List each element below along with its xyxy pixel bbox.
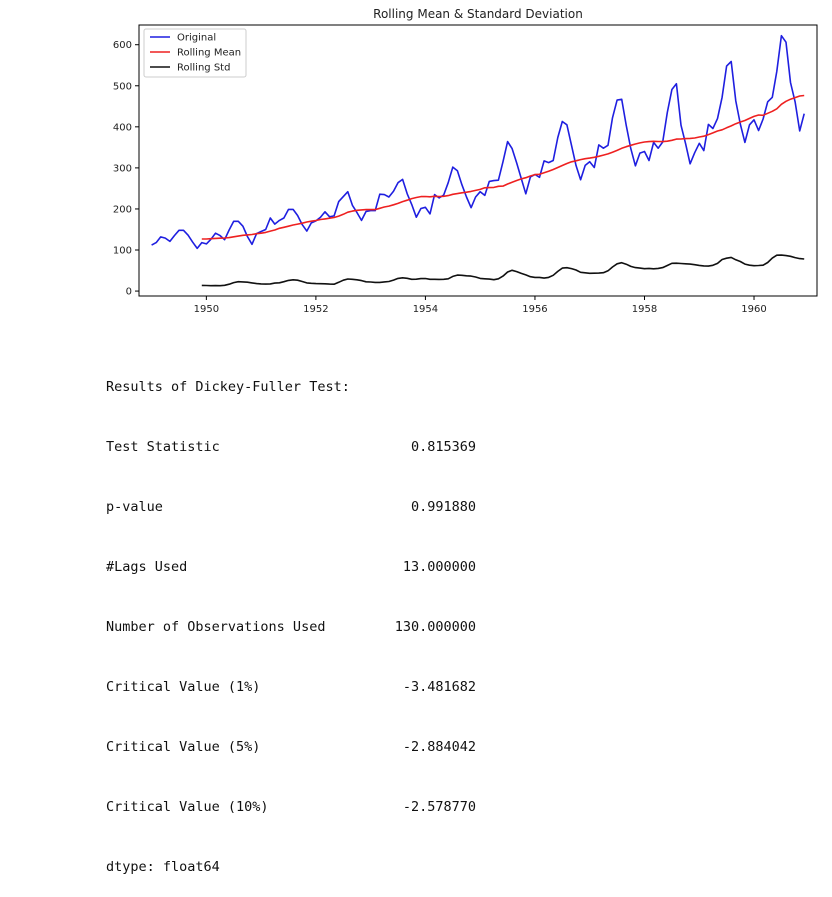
- result-row: #Lags Used 13.000000: [106, 557, 476, 577]
- x-tick-label: 1952: [303, 304, 328, 315]
- dtype-line: dtype: float64: [106, 859, 220, 875]
- legend-label-original: Original: [177, 33, 216, 44]
- chart-title: Rolling Mean & Standard Deviation: [373, 7, 583, 21]
- axes: 1950 1952 1954 1956 1958 1960 0 100 200 300 400 500…: [113, 40, 767, 315]
- y-tick-label: 300: [113, 163, 132, 174]
- result-label: Critical Value (1%): [106, 679, 261, 695]
- x-tick-label: 1956: [522, 304, 547, 315]
- x-tick-label: 1950: [194, 304, 219, 315]
- result-value: 13.000000: [402, 559, 476, 575]
- result-label: p-value: [106, 499, 163, 515]
- result-label: Test Statistic: [106, 439, 220, 455]
- result-label: Number of Observations Used: [106, 619, 326, 635]
- result-value: -2.884042: [402, 739, 476, 755]
- series-line-rolling-std: [201, 254, 805, 287]
- y-tick-label: 200: [113, 204, 132, 215]
- result-label: Critical Value (5%): [106, 739, 261, 755]
- series-line-original: [151, 34, 805, 250]
- y-tick-label: 0: [126, 287, 132, 298]
- results-header: Results of Dickey-Fuller Test:: [106, 379, 350, 395]
- result-value: -3.481682: [402, 679, 476, 695]
- result-row: Critical Value (5%) -2.884042: [106, 737, 476, 757]
- result-label: #Lags Used: [106, 559, 188, 575]
- legend-label-rolling-mean: Rolling Mean: [177, 48, 241, 59]
- result-row: Number of Observations Used 130.000000: [106, 617, 476, 637]
- result-value: -2.578770: [402, 799, 476, 815]
- result-row: Critical Value (10%) -2.578770: [106, 797, 476, 817]
- result-value: 0.815369: [410, 439, 476, 455]
- x-tick-label: 1954: [413, 304, 438, 315]
- series-line-rolling-mean: [201, 94, 805, 240]
- legend-box: [143, 28, 247, 78]
- x-tick-label: 1960: [741, 304, 766, 315]
- result-row: Critical Value (1%) -3.481682: [106, 677, 476, 697]
- y-tick-label: 600: [113, 40, 132, 51]
- y-tick-label: 400: [113, 122, 132, 133]
- y-tick-label: 500: [113, 81, 132, 92]
- result-row: p-value 0.991880: [106, 497, 476, 517]
- result-value: 0.991880: [410, 499, 476, 515]
- y-tick-label: 100: [113, 246, 132, 257]
- dickey-fuller-results: Results of Dickey-Fuller Test: Test Stat…: [106, 337, 476, 897]
- rolling-chart: Rolling Mean & Standard Deviation 1950 19…: [113, 7, 818, 315]
- result-label: Critical Value (10%): [106, 799, 269, 815]
- legend-label-rolling-std: Rolling Std: [177, 63, 230, 74]
- plot-frame: [138, 24, 818, 297]
- plot-area: [151, 34, 805, 287]
- result-row: Test Statistic 0.815369: [106, 437, 476, 457]
- legend: Original Rolling Mean Rolling Std: [143, 28, 247, 78]
- result-value: 130.000000: [394, 619, 476, 635]
- x-tick-label: 1958: [632, 304, 657, 315]
